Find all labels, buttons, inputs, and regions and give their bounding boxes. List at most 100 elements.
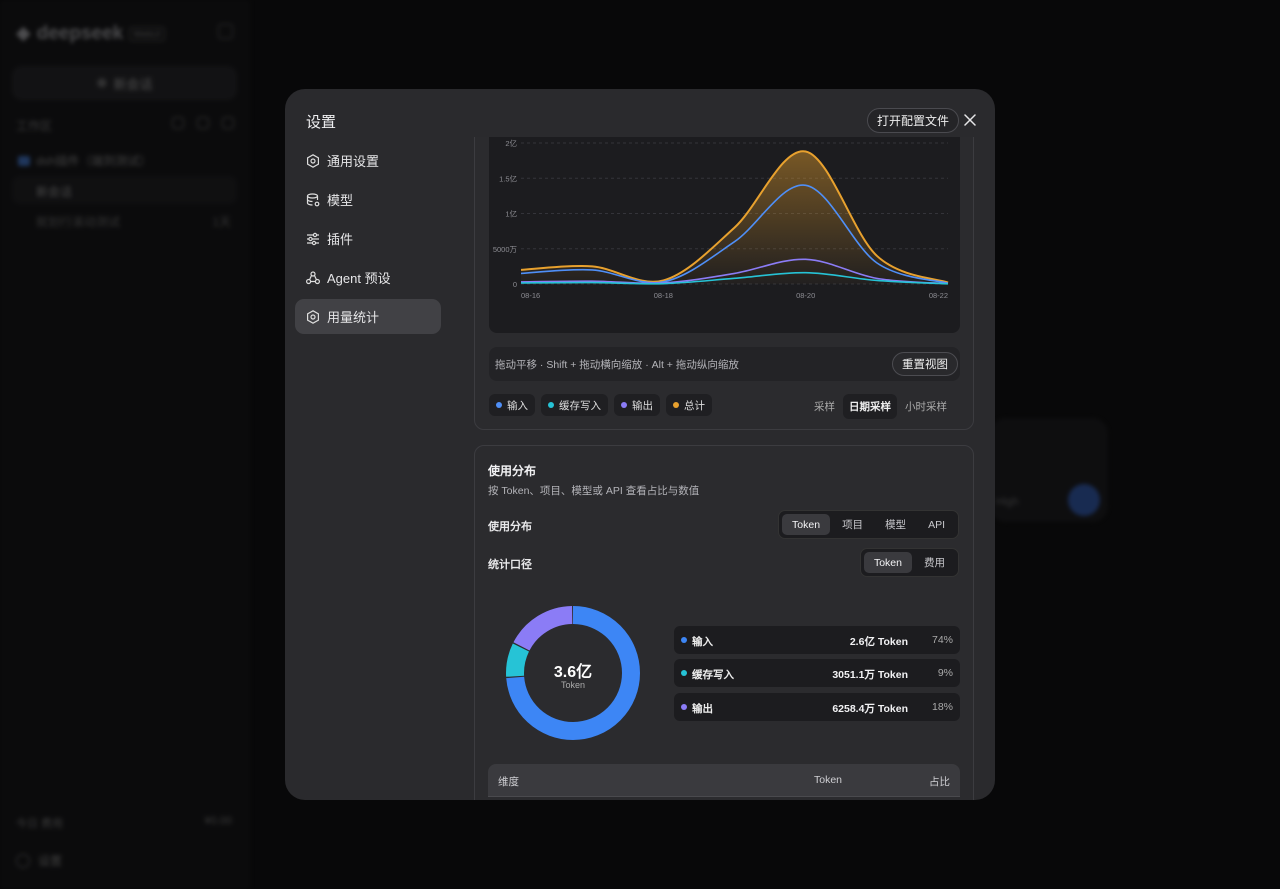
legend-total[interactable]: 总计 [666,394,712,416]
nav-model-label: 模型 [327,193,354,208]
series-input-line [520,184,949,285]
dimension-project[interactable]: 项目 [842,519,864,531]
sampling-toggle: 采样 日期采样 小时采样 [808,394,953,419]
settings-content[interactable]: 0 5000万 1亿 1.5亿 2亿 08-16 08-18 08-20 08-22 拖动平移 … [474,137,974,800]
sampling-daily[interactable]: 日期采样 [843,394,897,419]
bg-folder-name: dsh插件（端到测试） [36,154,152,168]
stat-pct: 9% [937,667,953,679]
distribution-subtitle: 按 Token、项目、模型或 API 查看占比与数值 [488,485,700,497]
modal-title: 设置 [306,114,337,131]
total-area [521,151,948,284]
nav-usage-stats[interactable]: 用量统计 [295,299,441,334]
donut-total-unit: Token [560,680,586,690]
series-total-line [520,150,949,284]
bg-model-hint: High [996,496,1019,508]
usage-trend-card: 0 5000万 1亿 1.5亿 2亿 08-16 08-18 08-20 08-22 拖动平移 … [474,137,974,430]
legend-input[interactable]: 输入 [489,394,535,416]
dimension-model[interactable]: 模型 [885,519,907,531]
metric-token[interactable]: Token [863,552,912,573]
distribution-title: 使用分布 [488,464,537,478]
usage-trend-svg: 0 5000万 1亿 1.5亿 2亿 08-16 08-18 08-20 08-22 [493,138,949,300]
compose-icon [222,117,234,129]
dimension-segmented: Token 项目 模型 API [778,510,959,539]
nav-general[interactable]: 通用设置 [295,143,441,178]
bg-settings-label: 设置 [38,854,63,868]
nav-plugins[interactable]: 插件 [295,221,441,256]
bg-logo-text: deepseek [36,22,124,44]
donut-slice-input[interactable] [506,606,640,740]
x-tick-label: 08-16 [521,291,540,300]
reset-view-button[interactable]: 重置视图 [892,352,958,376]
legend-label: 输入 [507,399,528,412]
distribution-table-header: 维度 Token 占比 [488,764,960,796]
nav-model[interactable]: 模型 [295,182,441,217]
bg-new-chat-button: ⊕ 新会话 [12,66,237,100]
sampling-hourly[interactable]: 小时采样 [905,401,947,413]
close-button[interactable] [959,109,981,131]
legend-output[interactable]: 输出 [614,394,660,416]
chart-hint-text: 拖动平移 · Shift + 拖动横向缩放 · Alt + 拖动纵向缩放 [495,359,739,371]
bg-session-other-title: 就划行滚动测试 [36,215,121,229]
bg-sidebar: ◆ deepseek WebUI ⊕ 新会话 工作区 dsh插件（端到测试） 新… [0,0,250,889]
stat-pct: 18% [931,701,953,713]
folder-icon [18,155,30,166]
stat-output: 输出 6258.4万 Token 18% [674,693,960,721]
y-tick-label: 1亿 [505,209,517,219]
bg-usage-value: ¥0.00 [204,815,232,827]
gear-icon [307,309,319,324]
col-dimension[interactable]: 维度 [498,776,519,788]
usage-distribution-card: 使用分布 按 Token、项目、模型或 API 查看占比与数值 使用分布 Tok… [474,445,974,800]
stat-dot [681,670,687,676]
nav-plugins-label: 插件 [327,232,354,247]
bg-settings: 设置 [16,852,62,869]
y-tick-label: 2亿 [505,138,517,148]
y-tick-label: 0 [513,280,517,289]
stat-cache-write: 缓存写入 3051.1万 Token 9% [674,659,960,687]
stat-amount: 3051.1万 Token [832,669,908,681]
col-token[interactable]: Token [814,774,843,786]
whale-icon: ◆ [16,23,31,44]
x-tick-label: 08-18 [654,291,673,300]
dimension-token[interactable]: Token [782,514,831,535]
chart-legend: 输入 缓存写入 输出 总计 [489,394,712,416]
metric-cost[interactable]: 费用 [924,557,945,569]
bg-send-button [1068,484,1100,516]
legend-dot [673,402,679,408]
bg-workspace-label: 工作区 [16,119,53,133]
bg-session-active: 新会话 [12,176,237,204]
sampling-label: 采样 [814,401,835,413]
metric-segmented: Token 费用 [859,548,959,577]
bg-logo-badge: WebUI [129,26,165,41]
open-config-button[interactable]: 打开配置文件 [867,108,960,133]
bg-workspace-icons [172,117,234,134]
bg-logo: ◆ deepseek WebUI [16,22,165,45]
stat-name: 缓存写入 [692,669,734,681]
legend-label: 缓存写入 [559,399,601,412]
bg-session-other-time: 1天 [212,215,231,229]
sliders-icon [307,232,319,245]
legend-cache-write[interactable]: 缓存写入 [541,394,608,416]
nav-general-label: 通用设置 [327,154,380,169]
bg-folder: dsh插件（端到测试） [18,152,151,169]
y-tick-label: 5000万 [493,245,518,254]
bg-workspace-header: 工作区 [16,117,234,134]
nav-agent-preset[interactable]: Agent 预设 [295,260,441,295]
sidebar-collapse-icon [218,24,233,39]
series-cache-write-line [520,271,949,285]
stat-input: 输入 2.6亿 Token 74% [674,626,960,654]
settings-nav: 通用设置 模型 插件 Agent 预设 用量统计 [295,143,441,338]
legend-dot [621,402,627,408]
gear-icon [307,153,319,168]
distribution-donut [506,606,640,740]
usage-trend-chart[interactable]: 0 5000万 1亿 1.5亿 2亿 08-16 08-18 08-20 08-22 [489,137,960,333]
stat-pct: 74% [931,634,953,646]
dimension-api[interactable]: API [928,518,945,531]
table-divider [488,796,960,797]
stat-dot [681,704,687,710]
database-icon [306,192,320,206]
donut-slice-cache-write[interactable] [506,606,640,740]
col-share[interactable]: 占比 [929,776,950,788]
bg-new-chat-label: 新会话 [113,76,153,92]
legend-dot [548,402,554,408]
